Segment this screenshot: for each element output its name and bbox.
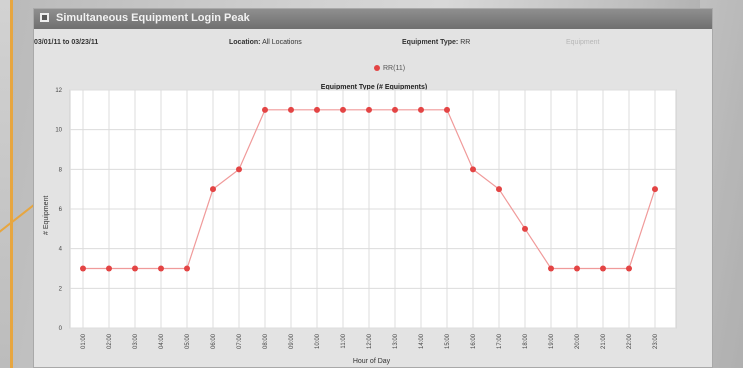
equipment-filter: Equipment: [566, 39, 599, 46]
x-tick-label: 18:00: [523, 333, 529, 349]
location-label: Location:: [229, 39, 261, 46]
equipment-type-filter: Equipment Type: RR: [402, 39, 470, 46]
y-tick-label: 6: [59, 207, 63, 213]
location-filter: Location: All Locations: [229, 39, 302, 46]
x-tick-label: 03:00: [133, 333, 139, 349]
x-tick-label: 22:00: [627, 333, 633, 349]
x-tick-label: 15:00: [445, 333, 451, 349]
data-point: [236, 166, 242, 173]
left-sidebar-edge: [0, 0, 12, 368]
x-tick-label: 23:00: [653, 333, 659, 349]
x-tick-label: 04:00: [159, 333, 165, 349]
data-point: [600, 265, 606, 272]
data-point: [392, 106, 398, 113]
data-point: [366, 106, 372, 113]
data-point: [574, 265, 580, 272]
date-range-text: 03/01/11 to 03/23/11: [34, 39, 99, 46]
data-point: [522, 225, 528, 232]
legend-label: RR(11): [383, 65, 406, 72]
data-point: [444, 106, 450, 113]
x-tick-label: 11:00: [341, 333, 347, 348]
x-tick-label: 07:00: [237, 333, 243, 349]
collapse-icon[interactable]: [40, 13, 49, 22]
data-point: [210, 186, 216, 193]
line-chart: 0 2 4 6 8 10 12 01:00 02:00 03:00 04:00 05:00 06:00 0…: [55, 88, 677, 349]
chart-legend[interactable]: RR(11): [374, 65, 405, 72]
data-point: [652, 186, 658, 193]
panel-title: Simultaneous Equipment Login Peak: [56, 12, 250, 24]
x-tick-label: 06:00: [211, 333, 217, 349]
left-accent-line: [10, 0, 13, 368]
data-point: [184, 265, 190, 272]
y-tick-label: 4: [59, 247, 63, 253]
data-point: [106, 265, 112, 272]
x-tick-label: 12:00: [367, 333, 373, 349]
data-point: [548, 265, 554, 272]
y-tick-label: 2: [59, 286, 63, 292]
data-point: [132, 265, 138, 272]
data-point: [418, 106, 424, 113]
x-tick-label: 10:00: [315, 333, 321, 349]
data-point: [626, 265, 632, 272]
x-tick-label: 05:00: [185, 333, 191, 349]
data-point: [262, 106, 268, 113]
x-tick-label: 13:00: [393, 333, 399, 349]
data-point: [340, 106, 346, 113]
x-tick-label: 20:00: [575, 333, 581, 349]
y-tick-label: 0: [59, 326, 63, 332]
data-point: [288, 106, 294, 113]
x-tick-label: 01:00: [81, 333, 87, 349]
data-point: [158, 265, 164, 272]
x-tick-label: 02:00: [107, 333, 113, 349]
data-point: [470, 166, 476, 173]
y-tick-label: 8: [59, 167, 63, 173]
chart-title: Equipment Type (# Equipments): [320, 84, 428, 91]
x-axis-title: Hour of Day: [352, 358, 391, 365]
x-tick-label: 16:00: [471, 333, 477, 349]
y-tick-label: 10: [55, 128, 62, 134]
x-tick-label: 09:00: [289, 333, 295, 349]
x-tick-label: 21:00: [601, 333, 607, 349]
equipment-type-label: Equipment Type:: [402, 39, 459, 46]
data-point: [80, 265, 86, 272]
equipment-label: Equipment: [566, 39, 600, 46]
y-axis-title: # Equipment: [43, 195, 50, 235]
legend-marker: [374, 65, 380, 72]
y-tick-label: 12: [55, 88, 62, 94]
equipment-type-value: RR: [460, 39, 471, 46]
date-range: 03/01/11 to 03/23/11: [34, 39, 98, 46]
location-value: All Locations: [262, 39, 302, 46]
data-point: [314, 106, 320, 113]
x-tick-label: 19:00: [549, 333, 555, 349]
x-tick-label: 17:00: [497, 333, 503, 349]
x-tick-label: 08:00: [263, 333, 269, 349]
panel-header: Simultaneous Equipment Login Peak: [34, 9, 712, 29]
data-point: [496, 186, 502, 193]
x-tick-label: 14:00: [419, 333, 425, 349]
